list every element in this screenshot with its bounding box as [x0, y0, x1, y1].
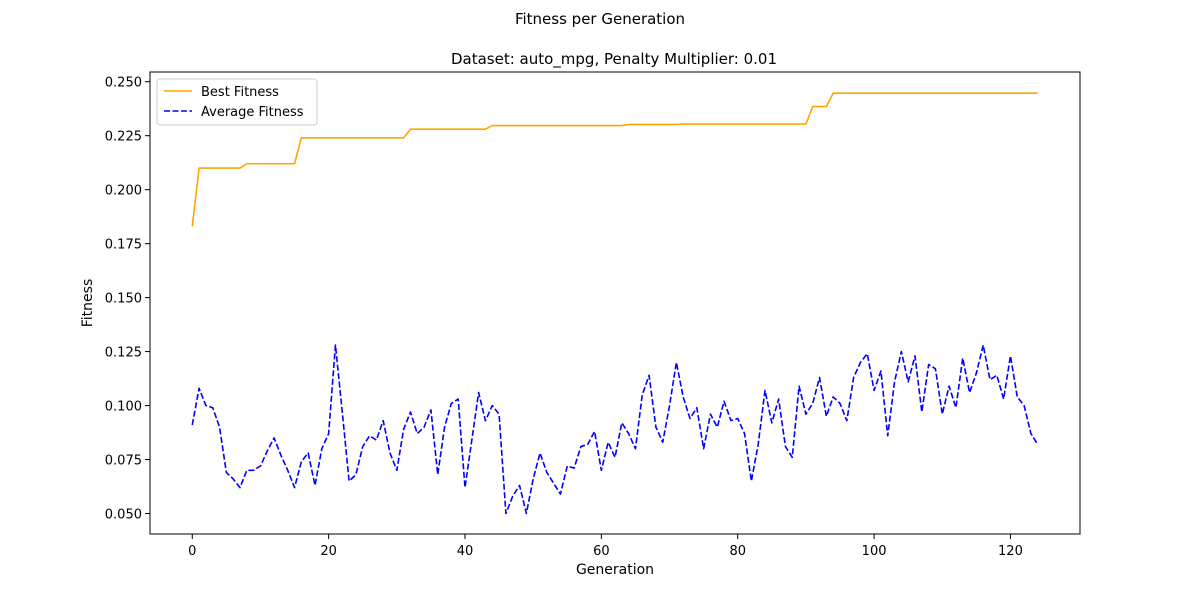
legend: Best Fitness Average Fitness	[156, 78, 318, 126]
y-tick-label: 0.075	[105, 454, 142, 469]
x-tick-label: 40	[457, 544, 474, 559]
x-axis-ticks: 0 20 40 60 80 100 120	[188, 534, 1023, 559]
x-tick-label: 120	[998, 544, 1023, 559]
y-tick-label: 0.100	[105, 400, 142, 415]
chart-subtitle: Dataset: auto_mpg, Penalty Multiplier: 0…	[451, 50, 777, 69]
legend-label-best-fitness: Best Fitness	[201, 85, 279, 100]
y-tick-label: 0.050	[105, 507, 142, 522]
y-tick-label: 0.200	[105, 184, 142, 199]
chart-title: Fitness per Generation	[515, 10, 685, 28]
y-tick-label: 0.250	[105, 76, 142, 91]
x-tick-label: 80	[729, 544, 746, 559]
x-tick-label: 20	[320, 544, 337, 559]
legend-label-average-fitness: Average Fitness	[201, 105, 304, 120]
legend-box	[156, 78, 318, 126]
y-axis-ticks: 0.050 0.075 0.100 0.125 0.150 0.175 0.200 0.225…	[105, 76, 150, 522]
series-line-average-fitness	[191, 344, 1039, 515]
series-lines	[191, 92, 1039, 515]
x-axis-label: Generation	[576, 562, 654, 578]
series-line-best-fitness	[191, 92, 1038, 227]
y-tick-label: 0.175	[105, 238, 142, 253]
x-tick-label: 60	[593, 544, 610, 559]
y-tick-label: 0.125	[105, 346, 142, 361]
plot-area	[150, 72, 1080, 534]
x-tick-label: 100	[862, 544, 887, 559]
plot-frame	[149, 71, 1081, 535]
y-tick-label: 0.150	[105, 292, 142, 307]
y-tick-label: 0.225	[105, 130, 142, 145]
x-tick-label: 0	[188, 544, 196, 559]
y-axis-label: Fitness	[80, 279, 96, 328]
